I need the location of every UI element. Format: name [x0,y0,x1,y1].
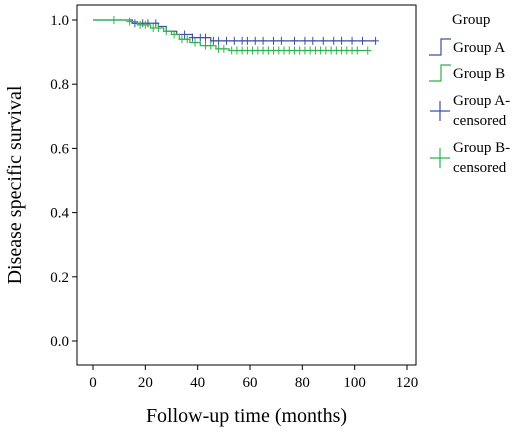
x-tick-label: 40 [190,375,205,391]
series-group-a [93,19,380,45]
legend-label: Group B- [453,140,510,156]
x-tick-label: 100 [343,375,366,391]
survival-step-line [93,19,368,52]
censor-mark [230,36,238,45]
censor-mark [202,33,210,42]
x-tick-label: 0 [89,375,97,391]
censor-mark [222,36,230,45]
legend-entry: Group A-censored [430,93,510,129]
y-axis-title: Disease specific survival [4,85,26,284]
x-axis-ticks: 0 20 40 60 80 100 120 [89,365,418,391]
censor-mark [152,19,160,28]
censor-mark [353,46,361,55]
legend-entry: Group A [429,38,505,56]
censor-mark [188,33,196,42]
censor-mark [338,36,346,45]
censor-mark [359,36,367,45]
censor-mark [191,38,199,47]
y-tick-label: 0.0 [50,334,69,350]
censor-mark [220,44,228,53]
censor-mark [372,36,380,45]
censor-mark [170,30,178,39]
legend-title: Group [452,12,490,28]
legend-entry: Group B-censored [430,140,510,176]
legend-label: censored [453,160,507,176]
y-tick-label: 0.6 [50,141,69,157]
legend-label: Group B [453,66,505,82]
y-tick-label: 0.2 [50,270,69,286]
censor-mark [290,36,298,45]
censor-mark [207,41,215,50]
y-tick-label: 0.4 [50,206,69,222]
plot-area: 0 20 40 60 80 100 120 0.0 0.2 0.4 0.6 0.8 1.0 [50,4,418,391]
legend-swatch [429,38,451,56]
y-tick-label: 1.0 [50,13,69,29]
censor-mark [319,36,327,45]
x-tick-label: 80 [295,375,310,391]
legend-label: Group A- [453,93,510,109]
censor-mark [259,36,267,45]
censor-mark [330,36,338,45]
plot-frame [76,4,417,366]
y-axis-ticks: 0.0 0.2 0.4 0.6 0.8 1.0 [50,13,77,350]
censor-mark [215,36,223,45]
series-layer [93,16,380,55]
censor-mark [277,36,285,45]
legend-entry: Group B [429,64,505,82]
censor-mark [251,36,259,45]
x-axis-title: Follow-up time (months) [146,405,347,427]
censor-mark [126,17,134,26]
censor-mark [243,36,251,45]
x-tick-label: 120 [396,375,419,391]
series-group-b [93,16,372,55]
censor-mark [309,36,317,45]
x-tick-label: 60 [243,375,258,391]
censor-mark [364,46,372,55]
censor-mark [141,20,149,29]
legend-label: censored [453,113,507,129]
censor-mark [270,36,278,45]
legend-swatch [430,148,450,168]
legend-swatch [430,101,450,121]
censor-mark [162,27,170,36]
censor-mark [348,36,356,45]
censor-mark [154,24,162,33]
censor-mark [181,30,189,39]
x-tick-label: 20 [138,375,153,391]
censor-mark [301,36,309,45]
legend-label: Group A [453,40,505,56]
censor-mark [110,16,118,24]
legend-swatch [429,64,451,82]
censor-mark [183,35,191,44]
y-tick-label: 0.8 [50,77,69,93]
